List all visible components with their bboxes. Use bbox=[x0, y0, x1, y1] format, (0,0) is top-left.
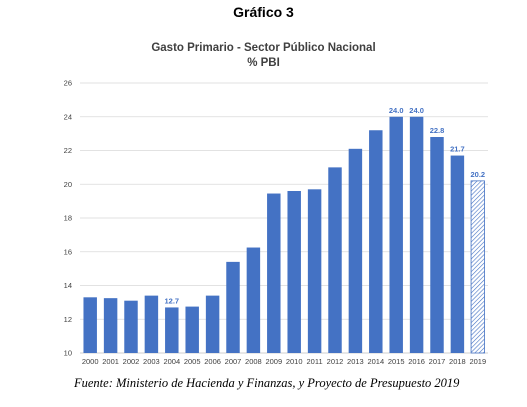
x-tick-label: 2019 bbox=[469, 357, 486, 366]
x-tick-label: 2010 bbox=[286, 357, 303, 366]
bar-2019 bbox=[470, 180, 485, 354]
x-tick-label: 2004 bbox=[163, 357, 180, 366]
gridlines bbox=[80, 82, 488, 354]
y-tick-label: 24 bbox=[64, 112, 72, 121]
y-tick-label: 26 bbox=[64, 79, 72, 88]
bar-2009 bbox=[267, 193, 281, 353]
x-tick-label: 2002 bbox=[123, 357, 140, 366]
bar-2007 bbox=[226, 261, 240, 353]
x-tick-label: 2006 bbox=[204, 357, 221, 366]
x-tick-label: 2003 bbox=[143, 357, 160, 366]
bar-2004 bbox=[165, 307, 179, 353]
y-tick-label: 18 bbox=[64, 214, 72, 223]
bar-2000 bbox=[83, 297, 97, 353]
bar-2008 bbox=[246, 247, 261, 353]
x-tick-label: 2018 bbox=[449, 357, 466, 366]
data-labels: 12.7 24.0 24.0 22.8 21.7 20.2 bbox=[164, 106, 485, 306]
x-tick-label: 2001 bbox=[102, 357, 119, 366]
figure-label: Gráfico 3 bbox=[233, 4, 294, 20]
bar-2011 bbox=[307, 189, 322, 353]
x-tick-label: 2007 bbox=[225, 357, 242, 366]
data-label-2015: 24.0 bbox=[389, 106, 404, 115]
x-axis-ticks: 2000 2001 2002 2003 2004 2005 2006 2007 2008 2009… bbox=[82, 357, 486, 366]
bar-2018 bbox=[450, 155, 465, 353]
y-tick-label: 12 bbox=[64, 315, 72, 324]
data-label-2018: 21.7 bbox=[450, 145, 465, 154]
x-tick-label: 2017 bbox=[429, 357, 446, 366]
x-tick-label: 2016 bbox=[408, 357, 425, 366]
source-note: Fuente: Ministerio de Hacienda y Finanza… bbox=[74, 376, 460, 390]
x-tick-label: 2000 bbox=[82, 357, 99, 366]
x-tick-label: 2011 bbox=[307, 357, 323, 366]
bar-2012 bbox=[328, 167, 342, 353]
y-tick-label: 10 bbox=[64, 349, 72, 358]
x-tick-label: 2013 bbox=[347, 357, 364, 366]
bar-2016 bbox=[409, 116, 424, 353]
data-label-2016: 24.0 bbox=[409, 106, 424, 115]
data-label-2004: 12.7 bbox=[164, 296, 179, 305]
bar-2003 bbox=[144, 295, 159, 353]
y-tick-label: 16 bbox=[64, 247, 72, 256]
y-axis-ticks: 10 12 14 16 18 20 22 24 26 bbox=[64, 79, 72, 358]
data-label-2017: 22.8 bbox=[430, 126, 445, 135]
bar-2014 bbox=[369, 130, 383, 353]
bar-2002 bbox=[124, 300, 138, 353]
bars bbox=[83, 116, 485, 354]
x-tick-label: 2014 bbox=[367, 357, 384, 366]
data-label-2019: 20.2 bbox=[470, 170, 485, 179]
chart-title: Gasto Primario - Sector Público Nacional… bbox=[0, 41, 527, 71]
bar-2001 bbox=[103, 298, 118, 353]
bar-2005 bbox=[185, 306, 199, 353]
bar-2015 bbox=[389, 116, 403, 353]
chart-title-text: Gasto Primario - Sector Público Nacional bbox=[151, 42, 376, 54]
x-tick-label: 2005 bbox=[184, 357, 201, 366]
chart-subtitle: % PBI bbox=[247, 57, 280, 69]
bar-2017 bbox=[430, 137, 444, 353]
x-tick-label: 2015 bbox=[388, 357, 405, 366]
x-tick-label: 2009 bbox=[265, 357, 282, 366]
bar-2013 bbox=[348, 148, 363, 353]
x-tick-label: 2008 bbox=[245, 357, 262, 366]
bar-2010 bbox=[287, 191, 301, 353]
y-tick-label: 22 bbox=[64, 146, 72, 155]
y-tick-label: 14 bbox=[64, 281, 72, 290]
x-tick-label: 2012 bbox=[327, 357, 344, 366]
bar-2006 bbox=[205, 295, 220, 353]
y-tick-label: 20 bbox=[64, 180, 72, 189]
